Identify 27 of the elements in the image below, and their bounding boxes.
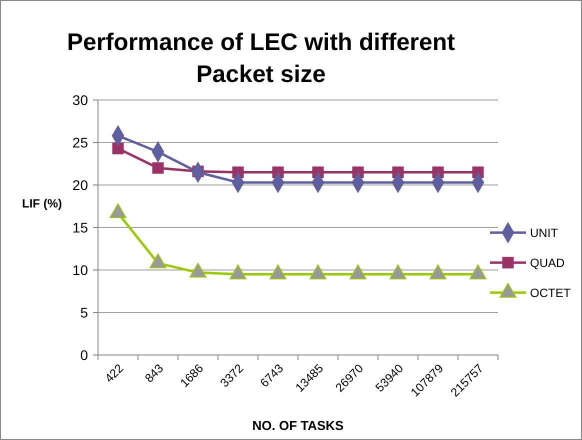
x-tick-label: 843 <box>142 361 166 386</box>
y-tick-label: 0 <box>80 346 88 363</box>
point <box>270 264 286 280</box>
y-axis-title: LIF (%) <box>22 196 62 210</box>
y-tick-label: 25 <box>72 134 88 150</box>
point <box>230 264 246 280</box>
legend-label: OCTET <box>530 286 572 300</box>
y-tick-label: 10 <box>72 262 88 278</box>
point <box>430 264 446 280</box>
point <box>310 264 326 280</box>
legend-label: UNIT <box>530 226 559 240</box>
point <box>152 162 164 174</box>
point <box>150 254 166 268</box>
chart-title: Performance of LEC with different Packet size <box>66 29 456 88</box>
point <box>390 264 406 280</box>
y-tick-label: 30 <box>72 92 88 108</box>
y-tick-label: 5 <box>80 304 88 320</box>
y-tick-label: 20 <box>72 176 88 193</box>
x-tick-label: 422 <box>102 361 126 386</box>
point <box>470 264 486 280</box>
point <box>112 142 124 154</box>
point <box>110 203 126 218</box>
y-tick-label: 15 <box>72 219 88 236</box>
x-axis-title: NO. OF TASKS <box>252 418 344 433</box>
point <box>190 262 206 278</box>
legend-label: QUAD <box>530 256 566 270</box>
point <box>350 264 366 280</box>
